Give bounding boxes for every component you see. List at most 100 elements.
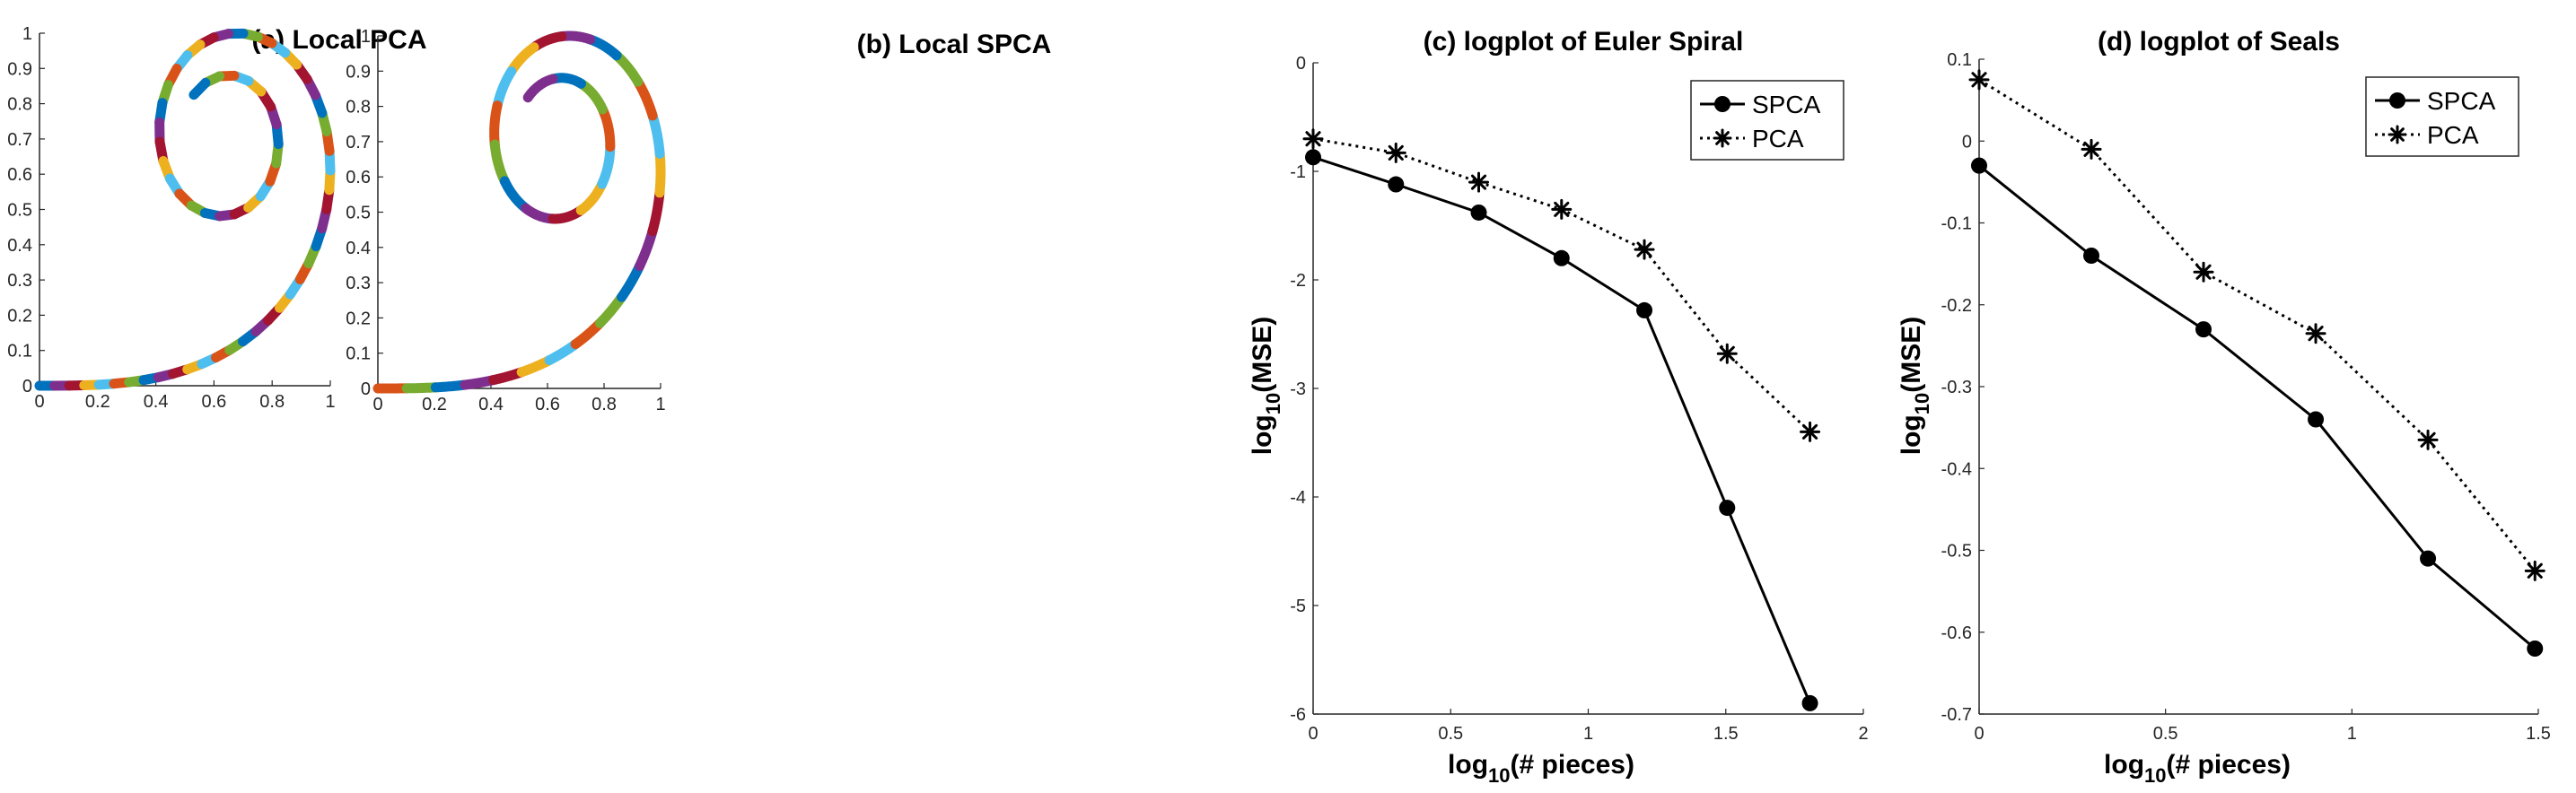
y-tick-label: -3 <box>1290 379 1306 399</box>
asterisk-stroke <box>2308 326 2324 342</box>
spiral-piece <box>529 31 567 53</box>
series-pca-marker <box>2081 138 2102 160</box>
panel-d-title: (d) logplot of Seals <box>2098 27 2340 57</box>
y-tick-label: -0.1 <box>1941 214 1972 234</box>
y-tick-label: 0 <box>361 379 371 399</box>
x-tick-label: 1.5 <box>1713 724 1739 744</box>
x-tick-label: 0.2 <box>422 395 447 414</box>
spiral-piece <box>492 66 517 111</box>
legend-box <box>1690 80 1844 161</box>
spiral-piece <box>570 318 605 350</box>
spiral-piece <box>585 34 622 61</box>
spiral-piece <box>575 179 608 215</box>
series-spca-marker <box>1971 157 1987 174</box>
legend-marker-spca <box>2389 92 2405 109</box>
y-tick-label: -1 <box>1290 162 1306 182</box>
spiral-piece <box>654 148 666 198</box>
spiral-piece <box>544 339 581 365</box>
spiral-piece <box>430 379 470 393</box>
y-tick-label: 0.4 <box>346 239 371 258</box>
y-tick-label: 0.3 <box>346 274 371 293</box>
x-tick-label: 0 <box>1974 724 1984 744</box>
panel-b-spiral <box>372 30 666 394</box>
spiral-piece <box>597 142 616 189</box>
x-tick-label: 0.6 <box>535 395 560 414</box>
x-tick-label: 0.4 <box>144 392 169 412</box>
series-pca-marker <box>2524 560 2545 581</box>
y-tick-label: 0.9 <box>7 59 32 79</box>
x-tick-label: 0.8 <box>259 392 285 412</box>
y-tick-label: 0 <box>1296 54 1306 74</box>
y-tick-label: 0.8 <box>7 95 32 115</box>
panel-d-xlabel: log10(# pieces) <box>2104 750 2291 787</box>
series-spca-marker <box>2083 248 2100 264</box>
series-pca-marker <box>2417 429 2439 450</box>
x-tick-label: 1 <box>655 395 665 414</box>
y-tick-label: 1 <box>361 27 371 47</box>
panel-b-title: (b) Local SPCA <box>857 30 1052 59</box>
series-pca-line <box>1978 78 2537 572</box>
asterisk-stroke <box>1305 131 1321 147</box>
spiral-piece <box>516 355 555 378</box>
panel-d-ylabel: log10(MSE) <box>1897 317 1933 455</box>
series-spca-marker <box>1470 204 1487 221</box>
spiral-piece <box>548 205 586 224</box>
x-tick-label: 0.4 <box>478 395 504 414</box>
panel-c-euler-logplot: (c) logplot of Euler Spiral 0 0.5 1 1.5 2 0 -1… <box>1248 27 1869 787</box>
asterisk-stroke <box>2420 431 2436 448</box>
legend-marker-pca <box>2388 125 2407 144</box>
series-pca-marker <box>1468 171 1490 193</box>
y-tick-label: 0.7 <box>346 133 371 152</box>
panel-c-xlabel: log10(# pieces) <box>1448 750 1634 787</box>
spiral-piece <box>611 50 644 87</box>
spiral-piece <box>522 74 558 103</box>
y-tick-label: 0.2 <box>346 309 371 328</box>
spiral-piece <box>635 226 658 272</box>
panel-c-axes: 0 0.5 1 1.5 2 0 -1 -2 -3 -4 -5 -6 <box>1290 54 1868 744</box>
asterisk-stroke <box>2390 127 2405 142</box>
y-tick-label: 0.2 <box>7 306 32 326</box>
y-tick-label: 0.1 <box>346 344 371 364</box>
y-tick-label: -4 <box>1290 488 1306 508</box>
legend-marker-pca <box>1713 128 1732 148</box>
spiral-piece <box>647 187 665 237</box>
spiral-piece <box>598 104 616 152</box>
y-tick-label: 0.1 <box>7 342 32 362</box>
panel-d-legend: SPCA PCA <box>2365 76 2519 157</box>
x-tick-label: 0.6 <box>201 392 226 412</box>
y-tick-label: -0.3 <box>1941 378 1972 397</box>
y-tick-label: 0.7 <box>7 130 32 150</box>
y-tick-label: 0.5 <box>7 201 32 221</box>
x-tick-label: 0.5 <box>1438 724 1463 744</box>
panel-b-local-spca: (b) Local SPCA 0 0.2 0.4 0.6 0.8 1 0 0.1 0.2 0.3 0… <box>346 27 1051 414</box>
x-tick-label: 0.2 <box>85 392 110 412</box>
panel-c-title: (c) logplot of Euler Spiral <box>1424 27 1744 57</box>
spiral-piece <box>499 176 530 214</box>
spiral-piece <box>617 261 644 302</box>
asterisk-stroke <box>1388 144 1404 161</box>
asterisk-stroke <box>1715 131 1730 145</box>
asterisk-stroke <box>2195 264 2212 280</box>
y-tick-label: 0.1 <box>1947 50 1972 70</box>
series-pca-marker <box>1302 128 1324 150</box>
series-pca-marker <box>1634 239 1655 260</box>
asterisk-stroke <box>1801 423 1818 440</box>
series-spca-marker <box>2308 411 2325 428</box>
x-tick-label: 0 <box>34 392 44 412</box>
y-tick-label: -0.4 <box>1941 459 1972 479</box>
series-spca-marker <box>2420 550 2437 567</box>
series-pca-marker <box>1385 142 1406 163</box>
x-tick-label: 0.8 <box>591 395 617 414</box>
y-tick-label: -0.7 <box>1941 705 1972 725</box>
x-tick-label: 2 <box>1858 724 1868 744</box>
panel-c-legend: SPCA PCA <box>1690 80 1844 161</box>
y-tick-label: -6 <box>1290 705 1306 725</box>
panel-b-axes: 0 0.2 0.4 0.6 0.8 1 0 0.1 0.2 0.3 0.4 0.5 0.6 0.7 0.8 0… <box>346 27 665 414</box>
legend-label-pca: PCA <box>1752 125 1804 152</box>
spiral-piece <box>647 110 665 159</box>
y-tick-label: 1 <box>22 24 32 44</box>
panel-a-local-pca: (a) Local PCA 0 0.2 0.4 0.6 0.8 100.10.20.30.… <box>7 24 426 412</box>
legend-label-spca: SPCA <box>1752 91 1821 118</box>
y-tick-label: 0.8 <box>346 98 371 118</box>
x-tick-label: 0 <box>372 395 382 414</box>
